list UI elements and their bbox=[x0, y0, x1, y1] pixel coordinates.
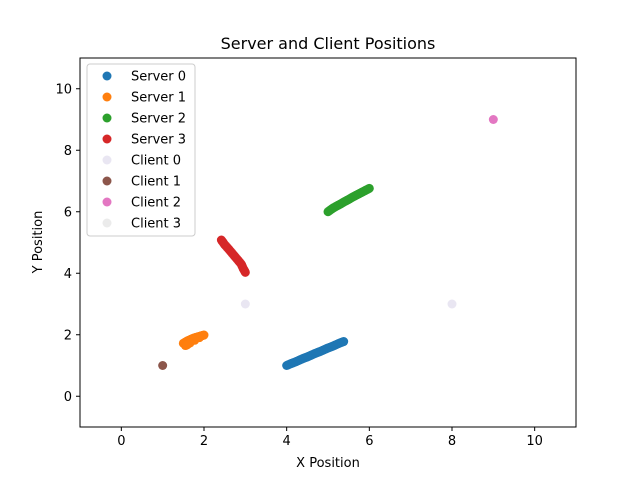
legend-marker bbox=[102, 113, 112, 123]
legend-item: Server 0 bbox=[102, 70, 186, 85]
legend-item: Client 3 bbox=[102, 217, 181, 232]
axis-ticks: 0 2 4 6 8 10 0 2 4 6 8 10 bbox=[55, 82, 542, 449]
legend-item: Client 2 bbox=[102, 196, 181, 211]
x-tick-label: 0 bbox=[117, 434, 125, 449]
series-server-2 bbox=[323, 183, 374, 217]
data-point bbox=[447, 299, 457, 309]
data-point bbox=[158, 361, 168, 370]
legend-marker bbox=[102, 134, 112, 144]
data-point bbox=[240, 267, 250, 277]
data-marks bbox=[158, 115, 498, 370]
legend-label: Server 0 bbox=[131, 70, 186, 85]
data-point bbox=[182, 340, 192, 350]
y-tick-label: 6 bbox=[64, 205, 72, 220]
x-axis-title: X Position bbox=[296, 456, 360, 471]
legend-label: Client 2 bbox=[131, 196, 181, 211]
plot-frame bbox=[79, 57, 577, 428]
legend-marker bbox=[102, 155, 112, 165]
x-tick-label: 2 bbox=[200, 434, 208, 449]
legend-marker bbox=[102, 218, 112, 228]
data-point bbox=[339, 337, 349, 347]
y-axis-title: Y Position bbox=[31, 211, 46, 275]
legend-label: Server 2 bbox=[131, 112, 186, 127]
legend-marker bbox=[102, 92, 112, 102]
legend-item: Server 1 bbox=[102, 91, 186, 106]
legend-item: Server 3 bbox=[102, 133, 186, 148]
x-tick-label: 8 bbox=[448, 434, 456, 449]
legend-marker bbox=[102, 197, 112, 207]
data-point bbox=[364, 183, 374, 193]
series-client-1 bbox=[158, 361, 168, 370]
x-tick-label: 10 bbox=[526, 434, 543, 449]
series-client-0 bbox=[240, 299, 457, 309]
legend-item: Server 2 bbox=[102, 112, 186, 127]
y-tick-label: 0 bbox=[64, 390, 72, 405]
series-server-0 bbox=[282, 337, 349, 370]
series-server-3 bbox=[216, 235, 250, 277]
legend-item: Client 1 bbox=[102, 175, 181, 190]
y-tick-label: 8 bbox=[64, 144, 72, 159]
y-tick-label: 10 bbox=[55, 82, 72, 97]
data-point bbox=[488, 115, 498, 124]
y-tick-label: 4 bbox=[64, 267, 72, 282]
legend-label: Client 3 bbox=[131, 217, 181, 232]
y-tick-label: 2 bbox=[64, 328, 72, 343]
legend: Server 0 Server 1 Server 2 Server 3 Client 0… bbox=[86, 63, 196, 237]
chart-title: Server and Client Positions bbox=[221, 34, 436, 53]
series-server-1 bbox=[178, 330, 209, 351]
series-client-2 bbox=[488, 115, 498, 124]
legend-label: Server 3 bbox=[131, 133, 186, 148]
data-point bbox=[240, 299, 250, 309]
legend-label: Client 0 bbox=[131, 154, 181, 169]
legend-marker bbox=[102, 71, 112, 81]
legend-label: Client 1 bbox=[131, 175, 181, 190]
legend-label: Server 1 bbox=[131, 91, 186, 106]
plot-area: 0 2 4 6 8 10 0 2 4 6 8 10 bbox=[55, 57, 577, 449]
x-tick-label: 6 bbox=[365, 434, 373, 449]
legend-item: Client 0 bbox=[102, 154, 181, 169]
legend-marker bbox=[102, 176, 112, 186]
x-tick-label: 4 bbox=[283, 434, 291, 449]
legend-box bbox=[86, 63, 196, 237]
